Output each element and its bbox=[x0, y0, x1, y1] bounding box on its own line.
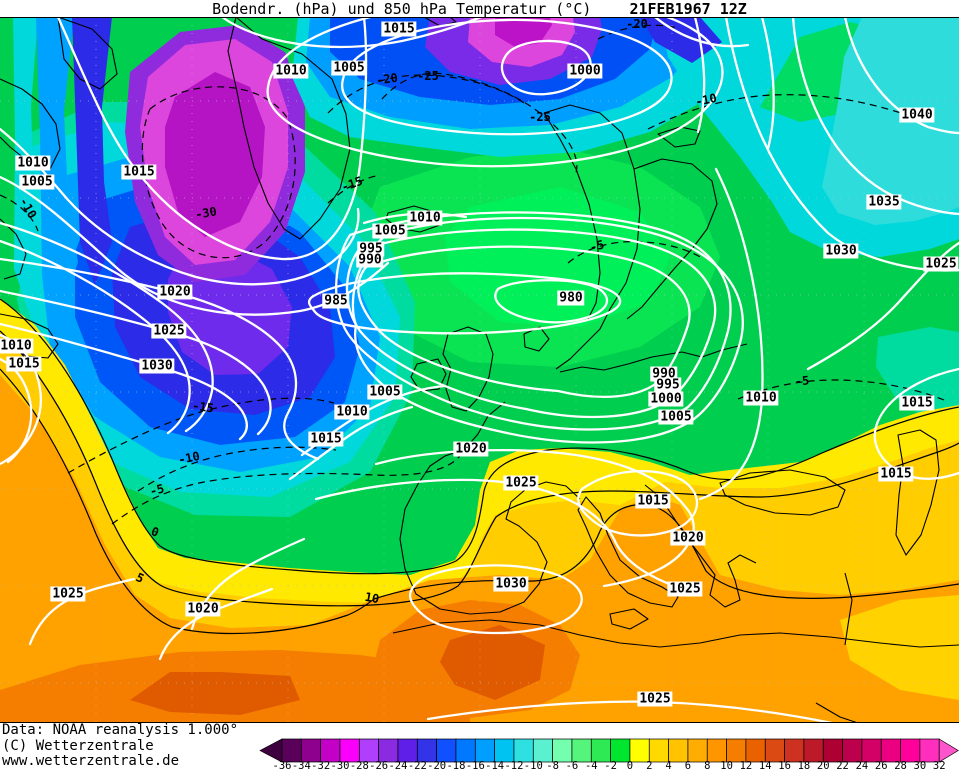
colorbar-left-arrow bbox=[259, 738, 283, 763]
website-link[interactable]: www.wetterzentrale.de bbox=[2, 753, 180, 769]
colorbar-segment bbox=[687, 738, 708, 763]
colorbar-tick-label: 32 bbox=[933, 760, 946, 770]
colorbar-tick-label: 28 bbox=[894, 760, 907, 770]
title-bar: Bodendr. (hPa) und 850 hPa Temperatur (°… bbox=[0, 0, 959, 18]
colorbar-segment bbox=[513, 738, 534, 763]
colorbar-tick-label: -16 bbox=[466, 760, 485, 770]
coastline-layer bbox=[0, 17, 959, 723]
colorbar-segment bbox=[397, 738, 418, 763]
colorbar-segment bbox=[822, 738, 843, 763]
colorbar-tick-label: -12 bbox=[504, 760, 523, 770]
colorbar-tick-label: 4 bbox=[665, 760, 671, 770]
colorbar-segment bbox=[474, 738, 495, 763]
colorbar-segment bbox=[900, 738, 921, 763]
colorbar-tick-label: 8 bbox=[704, 760, 710, 770]
colorbar-segment bbox=[532, 738, 553, 763]
colorbar-tick-label: -14 bbox=[485, 760, 504, 770]
colorbar-tick-label: -4 bbox=[585, 760, 598, 770]
colorbar-tick-label: 24 bbox=[856, 760, 869, 770]
colorbar-segment bbox=[320, 738, 341, 763]
colorbar-tick-label: 16 bbox=[778, 760, 791, 770]
colorbar-tick-label: 26 bbox=[875, 760, 888, 770]
colorbar-segment bbox=[726, 738, 747, 763]
colorbar-tick-label: 14 bbox=[759, 760, 772, 770]
colorbar-segment bbox=[784, 738, 805, 763]
colorbar-segment bbox=[648, 738, 669, 763]
map-area: 1015 1010 1005 1000 1040 1015 1010 1005 1035 1030… bbox=[0, 17, 959, 723]
valid-datetime: 21FEB1967 12Z bbox=[629, 0, 747, 18]
colorbar-segment bbox=[494, 738, 515, 763]
data-source-text: Data: NOAA reanalysis 1.000° bbox=[2, 722, 239, 738]
colorbar-tick-label: -20 bbox=[427, 760, 446, 770]
credits-block: Data: NOAA reanalysis 1.000° (C) Wetterze… bbox=[2, 722, 239, 770]
copyright-text: (C) Wetterzentrale bbox=[2, 737, 154, 754]
colorbar-tick-label: -24 bbox=[388, 760, 407, 770]
colorbar-tick-label: -10 bbox=[524, 760, 543, 770]
colorbar-tick-label: 30 bbox=[914, 760, 927, 770]
colorbar-tick-label: -22 bbox=[408, 760, 427, 770]
colorbar-segment bbox=[803, 738, 824, 763]
colorbar-tick-label: 18 bbox=[798, 760, 811, 770]
colorbar-tick-label: 10 bbox=[720, 760, 733, 770]
map-border bbox=[0, 17, 959, 723]
colorbar-tick-label: 20 bbox=[817, 760, 830, 770]
colorbar-segment bbox=[842, 738, 863, 763]
temperature-colorbar: -36 -34 -32 -30 -28 -26 -24 -22 -20 -18 -16 -14 -12-… bbox=[259, 738, 959, 770]
colorbar-tick-label: 12 bbox=[740, 760, 753, 770]
colorbar-segment bbox=[629, 738, 650, 763]
colorbar-segment bbox=[706, 738, 727, 763]
footer: Data: NOAA reanalysis 1.000° (C) Wetterze… bbox=[0, 722, 959, 770]
colorbar-segment bbox=[861, 738, 882, 763]
colorbar-segment bbox=[745, 738, 766, 763]
page-title: Bodendr. (hPa) und 850 hPa Temperatur (°… bbox=[212, 0, 592, 18]
colorbar-tick-label: -32 bbox=[311, 760, 330, 770]
colorbar-tick-label: -8 bbox=[546, 760, 559, 770]
colorbar-tick-label: 0 bbox=[627, 760, 633, 770]
colorbar-segment bbox=[668, 738, 689, 763]
colorbar-tick-label: -18 bbox=[446, 760, 465, 770]
colorbar-segment bbox=[416, 738, 437, 763]
colorbar-segment bbox=[764, 738, 785, 763]
colorbar-segment bbox=[919, 738, 940, 763]
colorbar-segment bbox=[378, 738, 399, 763]
colorbar-segment bbox=[880, 738, 901, 763]
colorbar-segment bbox=[339, 738, 360, 763]
colorbar-tick-label: 2 bbox=[646, 760, 652, 770]
colorbar-tick-label: -28 bbox=[350, 760, 369, 770]
colorbar-tick-label: -6 bbox=[566, 760, 579, 770]
colorbar-segment bbox=[610, 738, 631, 763]
colorbar-segment bbox=[571, 738, 592, 763]
colorbar-tick-label: -26 bbox=[369, 760, 388, 770]
colorbar-tick-label: -36 bbox=[273, 760, 292, 770]
colorbar-tick-label: -30 bbox=[331, 760, 350, 770]
colorbar-tick-label: -34 bbox=[292, 760, 311, 770]
colorbar-segment bbox=[358, 738, 380, 763]
colorbar-right-arrow bbox=[938, 738, 959, 763]
weather-map-canvas bbox=[0, 17, 959, 723]
colorbar-segment bbox=[300, 738, 322, 763]
colorbar-tick-label: 6 bbox=[685, 760, 691, 770]
colorbar-segment bbox=[281, 738, 302, 763]
colorbar-segment bbox=[552, 738, 573, 763]
colorbar-tick-label: 22 bbox=[836, 760, 849, 770]
colorbar-tick-label: -2 bbox=[604, 760, 617, 770]
colorbar-segment bbox=[455, 738, 476, 763]
colorbar-segment bbox=[590, 738, 611, 763]
colorbar-segment bbox=[436, 738, 457, 763]
